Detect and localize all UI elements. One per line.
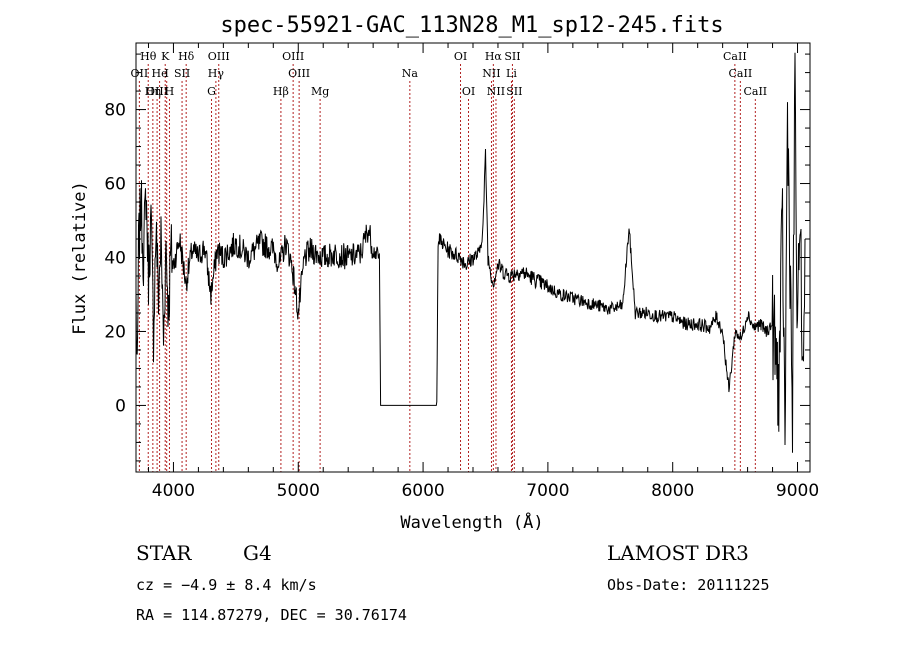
line-marker-label: Mg (311, 85, 329, 98)
object-class: STAR (136, 541, 192, 565)
line-marker-label: OIII (288, 67, 310, 80)
line-marker-label: OI (462, 85, 475, 98)
line-marker-label: Li (506, 67, 517, 80)
line-marker-label: I (165, 67, 169, 80)
line-marker-label: SII (174, 67, 190, 80)
redshift-value: cz = −4.9 ± 8.4 km/s (136, 576, 317, 594)
line-marker-label: Hβ (273, 85, 289, 98)
chart-title: spec-55921-GAC_113N28_M1_sp12-245.fits (220, 13, 723, 38)
line-marker-label: Hγ (208, 67, 225, 80)
y-tick-label: 0 (115, 396, 126, 416)
line-marker-label: SII (506, 85, 522, 98)
y-axis-label: Flux (relative) (70, 181, 90, 335)
line-marker-label: CaII (743, 85, 767, 98)
x-axis: 4000 5000 6000 7000 8000 9000 (147, 43, 819, 501)
line-marker-label: Hδ (178, 50, 195, 63)
y-tick-label: 60 (104, 175, 126, 195)
line-marker-label: OIII (208, 50, 230, 63)
line-marker-label: Na (402, 67, 419, 80)
object-subclass: G4 (243, 541, 272, 565)
y-tick-label: 80 (104, 101, 126, 121)
line-marker-label: NII (482, 67, 500, 80)
x-tick-label: 6000 (401, 481, 444, 501)
line-marker-label: OIII (282, 50, 304, 63)
x-tick-label: 5000 (277, 481, 320, 501)
line-marker-label: Hθ (140, 50, 157, 63)
line-marker-label: NII (487, 85, 505, 98)
line-marker-label: Hα (485, 50, 503, 63)
coordinates: RA = 114.87279, DEC = 30.76174 (136, 606, 407, 624)
x-axis-label: Wavelength (Å) (400, 511, 543, 533)
x-tick-label: 4000 (152, 481, 195, 501)
line-marker-label: H (165, 85, 175, 98)
line-marker-label: CaII (723, 50, 747, 63)
spectral-line-markers (138, 64, 756, 472)
line-marker-label: CaII (729, 67, 753, 80)
line-marker-label: He (152, 67, 168, 80)
x-tick-label: 9000 (776, 481, 819, 501)
y-axis: 0 20 40 60 80 (104, 53, 810, 462)
survey-name: LAMOST DR3 (607, 541, 749, 565)
line-marker-label: K (161, 50, 170, 63)
spectrum-line (135, 52, 806, 453)
line-marker-label: SII (504, 50, 520, 63)
x-tick-label: 7000 (526, 481, 569, 501)
y-tick-label: 20 (104, 322, 126, 342)
line-marker-label: OII (131, 67, 149, 80)
line-marker-label: OI (454, 50, 467, 63)
y-tick-label: 40 (104, 249, 126, 269)
observation-date: Obs-Date: 20111225 (607, 576, 770, 594)
line-marker-label: G (207, 85, 216, 98)
line-marker-label: Hη (145, 85, 161, 98)
line-marker-label: OIII (146, 85, 168, 98)
x-tick-label: 8000 (651, 481, 694, 501)
